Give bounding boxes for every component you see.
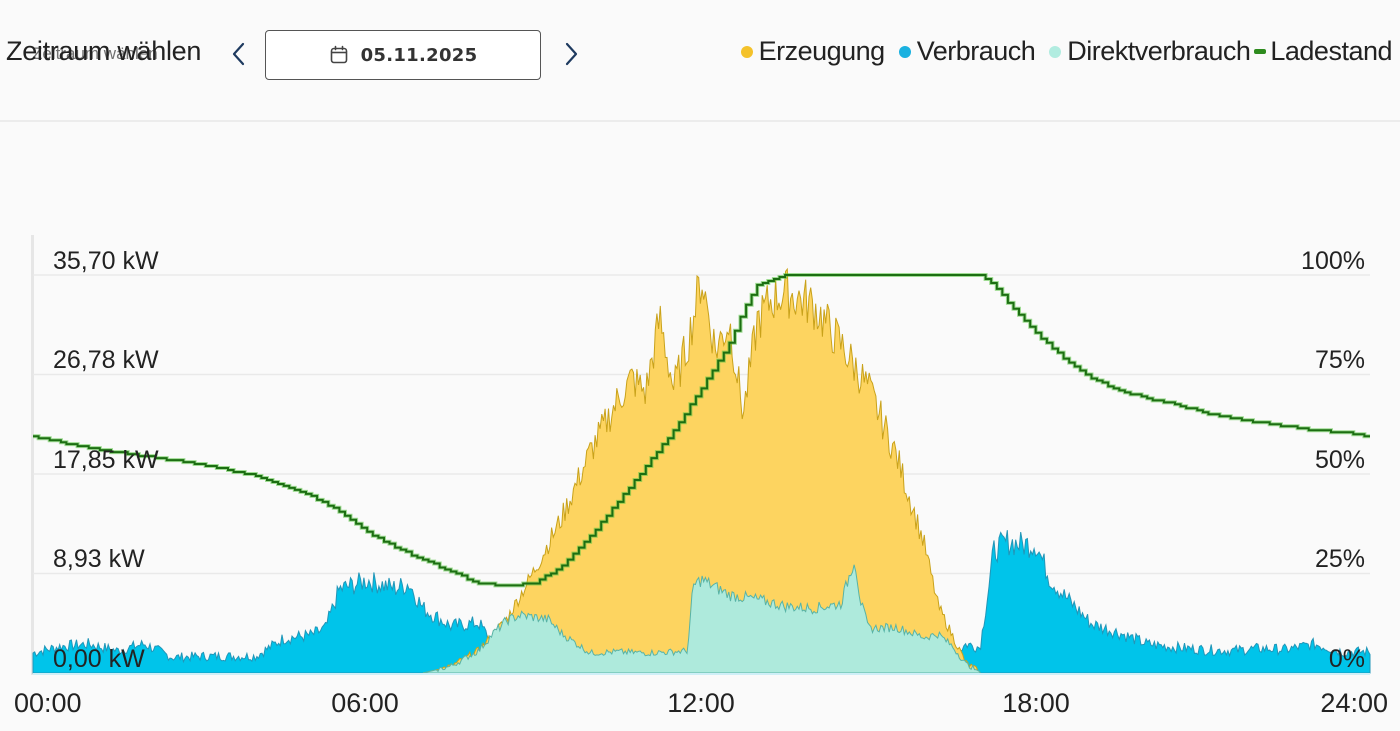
y2-tick-label: 25%: [1315, 545, 1365, 573]
y-tick-label: 0,00 kW: [53, 645, 145, 673]
legend-item-ladestand[interactable]: Ladestand: [1254, 36, 1392, 67]
prev-day-button[interactable]: [228, 38, 250, 70]
period-label-ghost: Zeitraum wählen: [32, 44, 158, 63]
x-axis-labels: 00:00 06:00 12:00 18:00 24:00: [14, 688, 1388, 718]
x-tick-label: 18:00: [1002, 688, 1070, 718]
header-divider: [0, 120, 1400, 122]
series-direktverbrauch: [422, 564, 981, 674]
x-tick-label: 24:00: [1320, 688, 1388, 718]
legend-label: Ladestand: [1270, 36, 1392, 66]
y2-tick-label: 75%: [1315, 346, 1365, 374]
legend-label: Verbrauch: [916, 36, 1036, 66]
legend-item-direktverbrauch[interactable]: Direktverbrauch: [1049, 36, 1251, 67]
legend-label: Erzeugung: [758, 36, 886, 66]
chevron-right-icon: [565, 42, 578, 66]
header-bar: Zeitraum wählen Zeitraum wählen 05.11.20…: [0, 0, 1400, 120]
series-erzeugung: [422, 267, 981, 674]
verbrauch-dot-icon: [898, 45, 911, 58]
chevron-left-icon: [232, 42, 245, 66]
y-axis-line: [31, 235, 34, 675]
y-axis-right-labels: 100% 75% 50% 25% 0%: [1301, 247, 1365, 673]
legend-item-verbrauch[interactable]: Verbrauch: [898, 36, 1036, 67]
ladestand-line-icon: [1254, 49, 1267, 54]
chart-legend: Erzeugung Verbrauch Direktverbrauch Lade…: [740, 36, 1392, 67]
y2-tick-label: 100%: [1301, 247, 1365, 275]
y2-tick-label: 50%: [1315, 446, 1365, 474]
x-tick-label: 06:00: [331, 688, 399, 718]
legend-item-erzeugung[interactable]: Erzeugung: [740, 36, 886, 67]
calendar-icon: [330, 45, 347, 64]
date-value: 05.11.2025: [360, 44, 478, 66]
date-picker-button[interactable]: 05.11.2025: [265, 30, 541, 80]
series-ladestand: [33, 273, 1370, 588]
y-tick-label: 8,93 kW: [53, 545, 145, 573]
y-tick-label: 17,85 kW: [53, 446, 159, 474]
y-tick-label: 35,70 kW: [53, 247, 159, 275]
y-axis-left-labels: 35,70 kW 26,78 kW 17,85 kW 8,93 kW 0,00 …: [53, 247, 159, 673]
period-label: Zeitraum wählen: [6, 36, 202, 66]
x-tick-label: 00:00: [14, 688, 82, 718]
y2-tick-label: 0%: [1329, 645, 1365, 673]
direktverbrauch-dot-icon: [1049, 45, 1062, 58]
next-day-button[interactable]: [560, 38, 582, 70]
x-tick-label: 12:00: [667, 688, 735, 718]
y-tick-label: 26,78 kW: [53, 346, 159, 374]
erzeugung-dot-icon: [740, 45, 753, 58]
legend-label: Direktverbrauch: [1067, 36, 1251, 66]
